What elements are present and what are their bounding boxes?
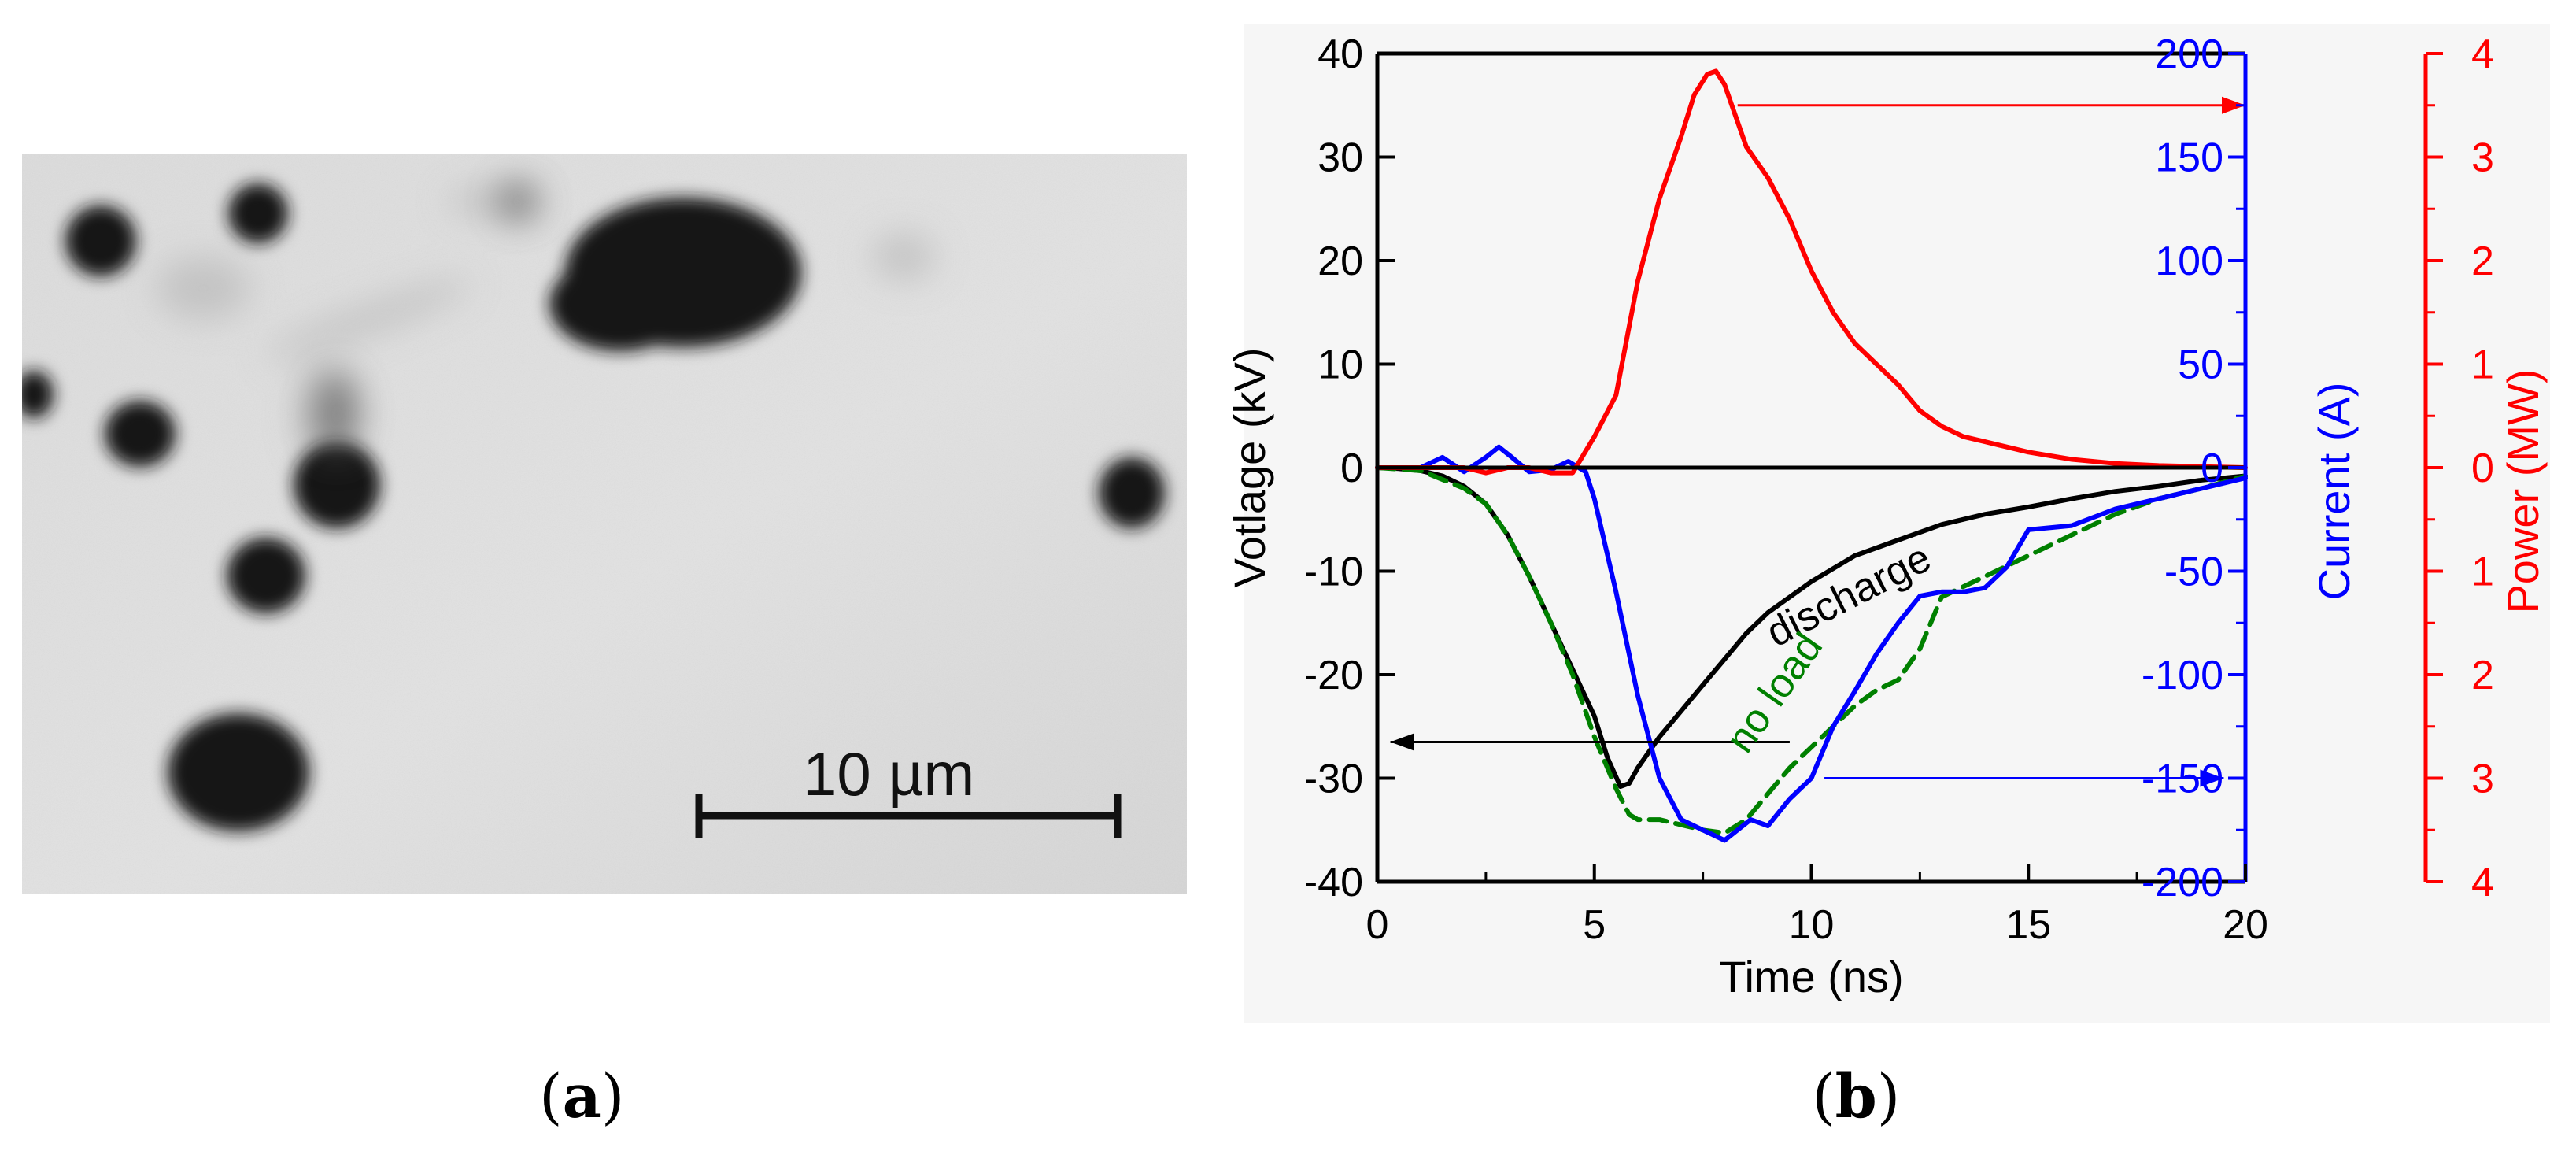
axis-arrowhead-power: [2222, 96, 2245, 114]
power-tick-label: 1: [2471, 550, 2494, 595]
voltage-tick-label: -20: [1304, 653, 1363, 698]
voltage-tick-label: -30: [1304, 757, 1363, 802]
x-tick-label: 10: [1789, 902, 1835, 948]
x-tick-label: 0: [1366, 902, 1389, 948]
power-axis-label: Power (MW): [2498, 368, 2548, 613]
voltage-tick-label: 40: [1318, 31, 1363, 77]
axis-arrowhead-current: [2200, 769, 2224, 787]
current-axis-label: Current (A): [2309, 383, 2359, 601]
caption-a: (a): [539, 1061, 625, 1131]
power-tick-label: 1: [2471, 342, 2494, 388]
x-axis-label: Time (ns): [1719, 952, 1903, 1001]
current-tick-label: -100: [2142, 653, 2223, 698]
microscope-image: [22, 154, 1187, 894]
x-tick-label: 5: [1583, 902, 1606, 948]
current-tick-label: 200: [2155, 31, 2223, 77]
axis-arrowhead-voltage: [1390, 733, 1414, 751]
caption-b-close: ): [1876, 1061, 1901, 1131]
current-tick-label: 100: [2155, 239, 2223, 284]
power-tick-label: 0: [2471, 446, 2494, 491]
caption-a-open: (: [539, 1061, 563, 1131]
current-tick-label: 50: [2178, 342, 2223, 388]
voltage-tick-label: 0: [1340, 446, 1363, 491]
scale-bar-label: 10 µm: [803, 739, 975, 809]
current-tick-label: -200: [2142, 860, 2223, 905]
power-tick-label: 4: [2471, 860, 2494, 905]
caption-b-open: (: [1812, 1061, 1835, 1131]
power-tick-label: 4: [2471, 31, 2494, 77]
chart-panel: 0 5 10 15 20 Time (ns) -40 -30 -20 -10 0 10 20 30 40 Vo…: [1232, 0, 2576, 1031]
caption-b: (b): [1812, 1061, 1900, 1131]
series-current: [1375, 444, 2248, 843]
voltage-axis-label: Votlage (kV): [1232, 347, 1274, 587]
power-tick-label: 2: [2471, 653, 2494, 698]
x-tick-label: 15: [2005, 902, 2051, 948]
voltage-tick-label: 30: [1318, 135, 1363, 181]
power-tick-label: 3: [2471, 757, 2494, 802]
power-tick-label: 2: [2471, 239, 2494, 284]
caption-a-close: ): [601, 1061, 625, 1131]
caption-a-letter: a: [562, 1061, 601, 1131]
current-tick-label: 150: [2155, 135, 2223, 181]
voltage-tick-label: -40: [1304, 860, 1363, 905]
chart-background: [1244, 24, 2550, 1023]
scale-bar: [695, 794, 1122, 838]
current-tick-label: -50: [2164, 550, 2223, 595]
microscope-image-graphic: [22, 154, 1187, 894]
series-discharge: [1375, 465, 2248, 789]
voltage-tick-label: -10: [1304, 550, 1363, 595]
current-tick-label: 0: [2201, 446, 2223, 491]
voltage-tick-label: 10: [1318, 342, 1363, 388]
voltage-tick-label: 20: [1318, 239, 1363, 284]
series-no-load: [1375, 465, 2248, 836]
caption-b-letter: b: [1835, 1061, 1877, 1131]
power-tick-label: 3: [2471, 135, 2494, 181]
x-tick-label: 20: [2223, 902, 2268, 948]
series-power: [1375, 68, 2248, 476]
current-tick-label: -150: [2142, 757, 2223, 802]
